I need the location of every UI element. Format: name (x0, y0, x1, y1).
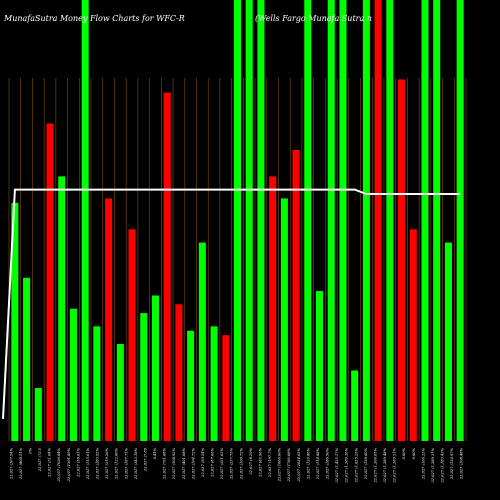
bar (433, 0, 441, 441)
x-tick-label: 22,027 (791.68% (163, 447, 167, 480)
bar (11, 202, 19, 441)
bar (187, 330, 195, 441)
x-tick-label: 22,027 (1,289.36% (345, 447, 349, 483)
x-tick-label: 0.41% (153, 447, 157, 459)
x-tick-label: 22,027 (120.97% (450, 447, 454, 480)
bar (198, 242, 206, 441)
bar (23, 277, 31, 441)
bar (81, 0, 89, 441)
x-tick-label: 22,027 (401.08% (182, 447, 186, 480)
bar (374, 0, 382, 441)
bar (105, 198, 113, 441)
x-tick-label: 22,027 (31.04% (48, 447, 52, 477)
x-tick-label: 22,027 (122.00% (115, 447, 119, 480)
x-tick-label: 22,027 (1,289.31% (431, 447, 435, 483)
bar (69, 308, 77, 441)
bar (46, 123, 54, 441)
x-tick-label: 22,027 (108.48% (460, 447, 464, 480)
chart-subtitle: (Wells Fargo Munafa Sutra n (255, 14, 372, 23)
x-tick-label: 22,027 (1,183.43% (441, 447, 445, 483)
bar (386, 0, 394, 441)
bar (233, 0, 242, 441)
bar (257, 0, 265, 441)
x-tick-label: 22,027 (104.72% (191, 447, 195, 480)
x-tick-label: 22,027 (183.92% (96, 447, 100, 480)
x-tick-label: 22,027 (187.71% (124, 447, 128, 480)
x-tick-label: 22,027 (319.26% (105, 447, 109, 480)
money-flow-line (2, 188, 461, 419)
x-tick-label: 22,027 (808.51% (19, 447, 23, 480)
bar (245, 0, 253, 441)
x-tick-label: 22,027 (1201.89% (67, 447, 71, 482)
bar (175, 304, 183, 441)
x-tick-label: 0.00% (402, 447, 406, 459)
x-tick-label: 22,027 (2034.05% (297, 447, 301, 482)
x-tick-label: 22,027 (321.63% (220, 447, 224, 480)
x-tick-label: 22,027 (1066.00% (278, 447, 282, 482)
x-tick-label: 22,027 (115.01% (86, 447, 90, 480)
x-tick-label: 22,027 (87.06% (211, 447, 215, 477)
x-axis-tick-labels: 22,027 (307.54% 22,027 (808.51% 0% 22,027 (… (9, 447, 463, 483)
x-tick-label: 22,027 (56.61% (76, 447, 80, 477)
bar (409, 229, 417, 441)
bar (34, 388, 42, 441)
x-tick-label: 22,027 (50.54% (201, 447, 205, 477)
x-tick-label: 22,027 (1036.84% (57, 447, 61, 482)
x-tick-label: 22,027 (1,025.25% (354, 447, 358, 483)
x-tick-label: 22,027 (237.73% (230, 447, 234, 480)
x-tick-label: 22,027 (1,425.17% (335, 447, 339, 483)
x-tick-label: 22,027 (158.60% (364, 447, 368, 480)
x-tick-label: 22,027 (166.23% (421, 447, 425, 480)
bar (304, 0, 312, 441)
bar (116, 343, 124, 441)
x-tick-label: 0.00% (412, 447, 416, 459)
bar (351, 370, 359, 441)
bar (210, 326, 218, 441)
money-flow-bars (11, 0, 464, 442)
x-tick-label: 22,027 (73.5 (38, 447, 42, 472)
bar (292, 149, 300, 441)
bar (456, 0, 464, 441)
x-tick-label: 22,027 (108.92% (172, 447, 176, 480)
bar (93, 326, 101, 441)
vertical-gridlines (8, 78, 467, 441)
x-tick-label: 22,027 (7.89 (144, 447, 148, 472)
bar (128, 229, 136, 441)
x-tick-label: 22,027 (82.96% (259, 447, 263, 477)
bar (362, 0, 370, 441)
bar (151, 295, 159, 441)
x-tick-label: 22,027 (8.29% (249, 447, 253, 475)
x-tick-label: 22,027 (1,289.21% (393, 447, 397, 483)
x-tick-label: 22,027 (1,206.65% (374, 447, 378, 483)
x-tick-label: 22,027 (343.18% (134, 447, 138, 480)
x-tick-label: 22,027 (197.7% (268, 447, 272, 477)
x-tick-label: 22,027 (1760.68% (287, 447, 291, 482)
bar (163, 92, 171, 442)
x-tick-label: 22,027 (186.50% (326, 447, 330, 480)
bar (398, 79, 406, 441)
x-tick-label: 22,027 (1,289.48% (383, 447, 387, 483)
x-tick-label: 22,027 (120.86% (306, 447, 310, 480)
bar (444, 242, 452, 441)
bar (269, 176, 277, 441)
x-tick-label: 22,027 (114.88% (316, 447, 320, 480)
x-tick-label: 0% (29, 447, 33, 453)
chart-title: MunafaSutra Money Flow Charts for WFC-R (3, 14, 185, 23)
bar (421, 0, 429, 441)
x-tick-label: 22,027 (307.54% (9, 447, 13, 480)
bar (280, 198, 288, 441)
bar (222, 335, 230, 441)
bar (58, 176, 66, 441)
bar (327, 0, 335, 441)
bar (316, 291, 324, 441)
x-tick-label: 22,027 (100.72% (239, 447, 243, 480)
bar (339, 0, 347, 441)
bar (140, 313, 148, 441)
